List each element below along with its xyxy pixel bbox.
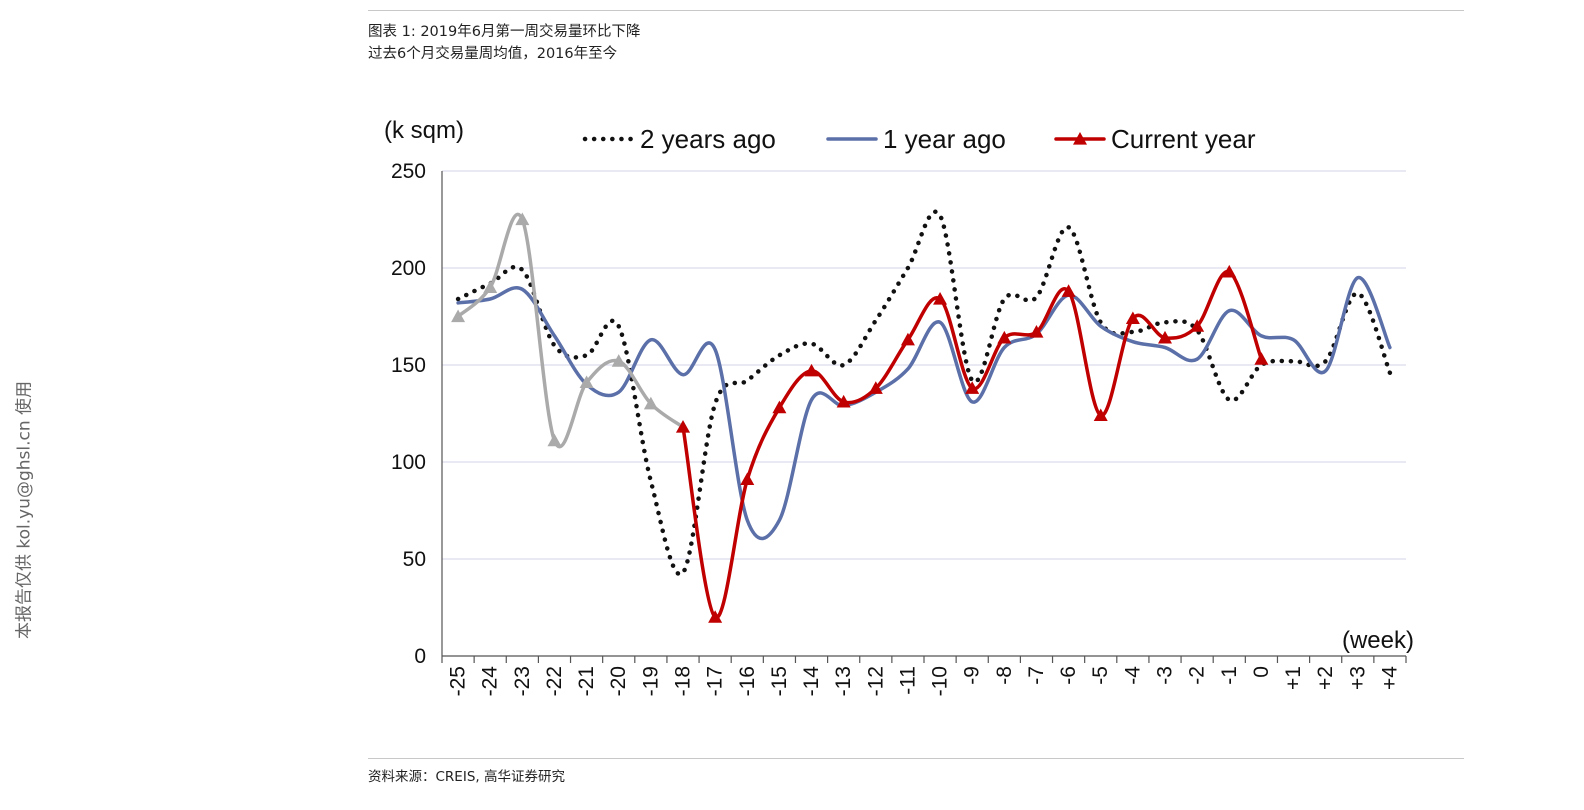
x-tick-label: -2: [1186, 666, 1209, 685]
x-tick-label: -19: [639, 666, 662, 696]
x-tick-label: +4: [1378, 666, 1401, 690]
legend: 2 years ago 1 year ago Current year: [582, 124, 1256, 154]
y-tick-label: 100: [391, 451, 426, 474]
series-line: [456, 212, 685, 449]
legend-item-2-years-ago: 2 years ago: [582, 124, 776, 154]
x-tick-label: -11: [896, 666, 919, 695]
chart-subtitle: 过去6个月交易量周均值，2016年至今: [368, 46, 618, 62]
x-tick-label: -10: [929, 666, 952, 696]
series-current-year-prior-segment: [451, 212, 690, 449]
y-axis-label: (k sqm): [384, 117, 464, 144]
x-tick-label: -9: [961, 666, 984, 685]
x-tick-label: +3: [1346, 666, 1369, 690]
legend-label: 2 years ago: [640, 124, 776, 154]
x-tick-label: -8: [993, 666, 1016, 685]
x-tick-label: -14: [800, 666, 823, 697]
x-tick-label: -21: [575, 666, 598, 696]
data-marker: [997, 330, 1012, 344]
series-1-year-ago: [456, 275, 1392, 541]
series-line: [455, 209, 1393, 577]
legend-marker: [1073, 132, 1087, 145]
data-marker: [547, 433, 562, 447]
chart-title: 图表 1: 2019年6月第一周交易量环比下降: [368, 24, 641, 40]
grid-lines: [442, 170, 1406, 560]
legend-item-1-year-ago: 1 year ago: [826, 124, 1006, 154]
data-marker: [1093, 408, 1108, 422]
source-note: 资料来源：CREIS, 高华证券研究: [368, 769, 565, 785]
x-tick-label: -1: [1218, 666, 1241, 685]
data-marker: [708, 610, 723, 623]
x-tick-label: -7: [1025, 666, 1048, 685]
x-axis-label: (week): [1342, 627, 1414, 654]
x-tick-label: -4: [1121, 666, 1144, 685]
x-tick-label: -16: [736, 666, 759, 696]
legend-label: 1 year ago: [883, 124, 1006, 154]
x-tick-label: -13: [832, 666, 855, 696]
data-marker: [772, 400, 787, 414]
data-marker: [483, 280, 498, 293]
series-current-year: [676, 264, 1269, 623]
data-marker: [1125, 311, 1140, 325]
bottom-rule: [368, 758, 1464, 759]
legend-item-current-year: Current year: [1054, 124, 1256, 154]
x-tick-label: -15: [768, 666, 791, 696]
y-tick-label: 0: [414, 645, 426, 668]
x-tick-label: -20: [607, 666, 630, 696]
legend-label: Current year: [1111, 124, 1256, 154]
series-line: [456, 275, 1392, 541]
data-marker: [868, 381, 883, 394]
data-marker: [1190, 319, 1205, 332]
y-tick-label: 200: [391, 257, 426, 280]
data-marker: [1254, 352, 1269, 365]
data-marker: [965, 381, 980, 394]
x-tick-label: 0: [1250, 666, 1273, 678]
y-tick-label: 150: [391, 354, 426, 377]
x-tick-label: +1: [1282, 666, 1305, 690]
data-marker: [933, 292, 948, 305]
top-rule: [368, 10, 1464, 11]
x-tick-label: -24: [479, 666, 502, 697]
x-tick-label: -17: [704, 666, 727, 696]
x-tick-label: +2: [1314, 666, 1337, 690]
data-marker: [836, 394, 851, 408]
data-marker: [515, 212, 530, 226]
y-tick-label: 50: [403, 548, 426, 571]
series-2-years-ago: [455, 209, 1393, 577]
data-marker: [451, 309, 466, 323]
data-marker: [900, 332, 915, 346]
series-line: [681, 270, 1264, 619]
y-tick-label: 250: [391, 160, 426, 183]
data-marker: [740, 472, 755, 486]
data-marker: [1158, 330, 1172, 344]
x-tick-label: -12: [864, 666, 887, 696]
data-marker: [1222, 264, 1237, 278]
data-marker: [611, 354, 626, 367]
data-marker: [643, 396, 658, 410]
x-tick-label: -25: [447, 666, 470, 696]
x-tick-label: -22: [543, 666, 566, 696]
data-marker: [1061, 284, 1076, 297]
x-tick-label: -6: [1057, 666, 1080, 685]
series-lines: [451, 209, 1393, 623]
data-marker: [804, 363, 819, 377]
data-marker: [579, 375, 594, 389]
data-marker: [676, 420, 690, 433]
x-tick-label: -23: [511, 666, 534, 696]
x-tick-label: -18: [672, 666, 695, 696]
x-tick-label: -3: [1154, 666, 1177, 685]
x-tick-label: -5: [1089, 666, 1112, 685]
data-marker: [1029, 325, 1044, 338]
